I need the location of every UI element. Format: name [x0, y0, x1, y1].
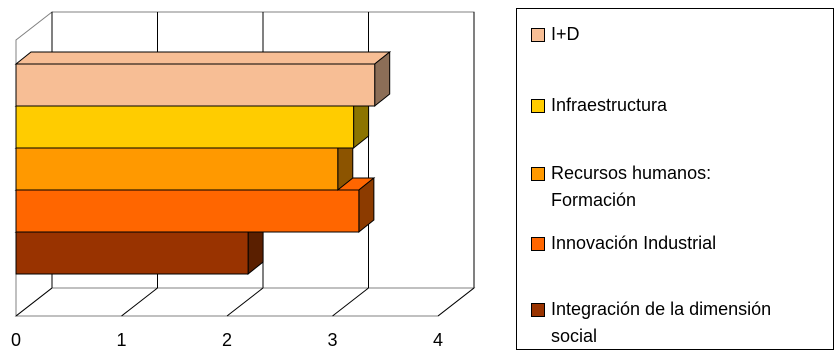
legend: I+D Infraestructura Recursos humanos: Fo…	[516, 8, 834, 350]
legend-item-recursos-humanos: Recursos humanos: Formación	[531, 162, 771, 214]
bars	[14, 50, 392, 276]
x-tick-label: 0	[11, 330, 21, 350]
floor-gridline	[15, 287, 53, 317]
bar-front-face	[15, 231, 249, 275]
bar-front-face	[15, 105, 355, 149]
legend-label: Integración de la dimensión social	[551, 299, 772, 346]
bar-front-face	[15, 147, 339, 191]
floor-gridline	[226, 287, 264, 317]
legend-label: I+D	[551, 24, 580, 44]
bar-front-face	[15, 189, 360, 233]
legend-label: Infraestructura	[551, 95, 668, 115]
legend-item-integracion-social: Integración de la dimensión social	[531, 298, 821, 350]
legend-item-innovacion-industrial: Innovación Industrial	[531, 232, 821, 257]
bar	[14, 50, 392, 108]
floor-gridline	[332, 287, 369, 317]
legend-swatch	[531, 237, 545, 251]
legend-swatch	[531, 303, 545, 317]
bar-top-face	[14, 51, 392, 65]
legend-swatch	[531, 99, 545, 113]
x-axis-tick-labels: 0 1 2 3 4	[11, 330, 443, 350]
legend-item-infraestructura: Infraestructura	[531, 94, 821, 119]
x-tick-label: 3	[327, 330, 337, 350]
floor-gridline	[437, 287, 475, 317]
legend-swatch	[531, 167, 545, 181]
legend-swatch	[531, 28, 545, 42]
x-tick-label: 1	[116, 330, 126, 350]
floor-gridline	[121, 287, 158, 317]
x-tick-label: 4	[433, 330, 443, 350]
legend-item-i-d: I+D	[531, 23, 821, 48]
x-tick-label: 2	[222, 330, 232, 350]
legend-label: Innovación Industrial	[551, 233, 717, 253]
bar-front-face	[15, 63, 376, 107]
legend-label: Recursos humanos: Formación	[551, 163, 712, 210]
